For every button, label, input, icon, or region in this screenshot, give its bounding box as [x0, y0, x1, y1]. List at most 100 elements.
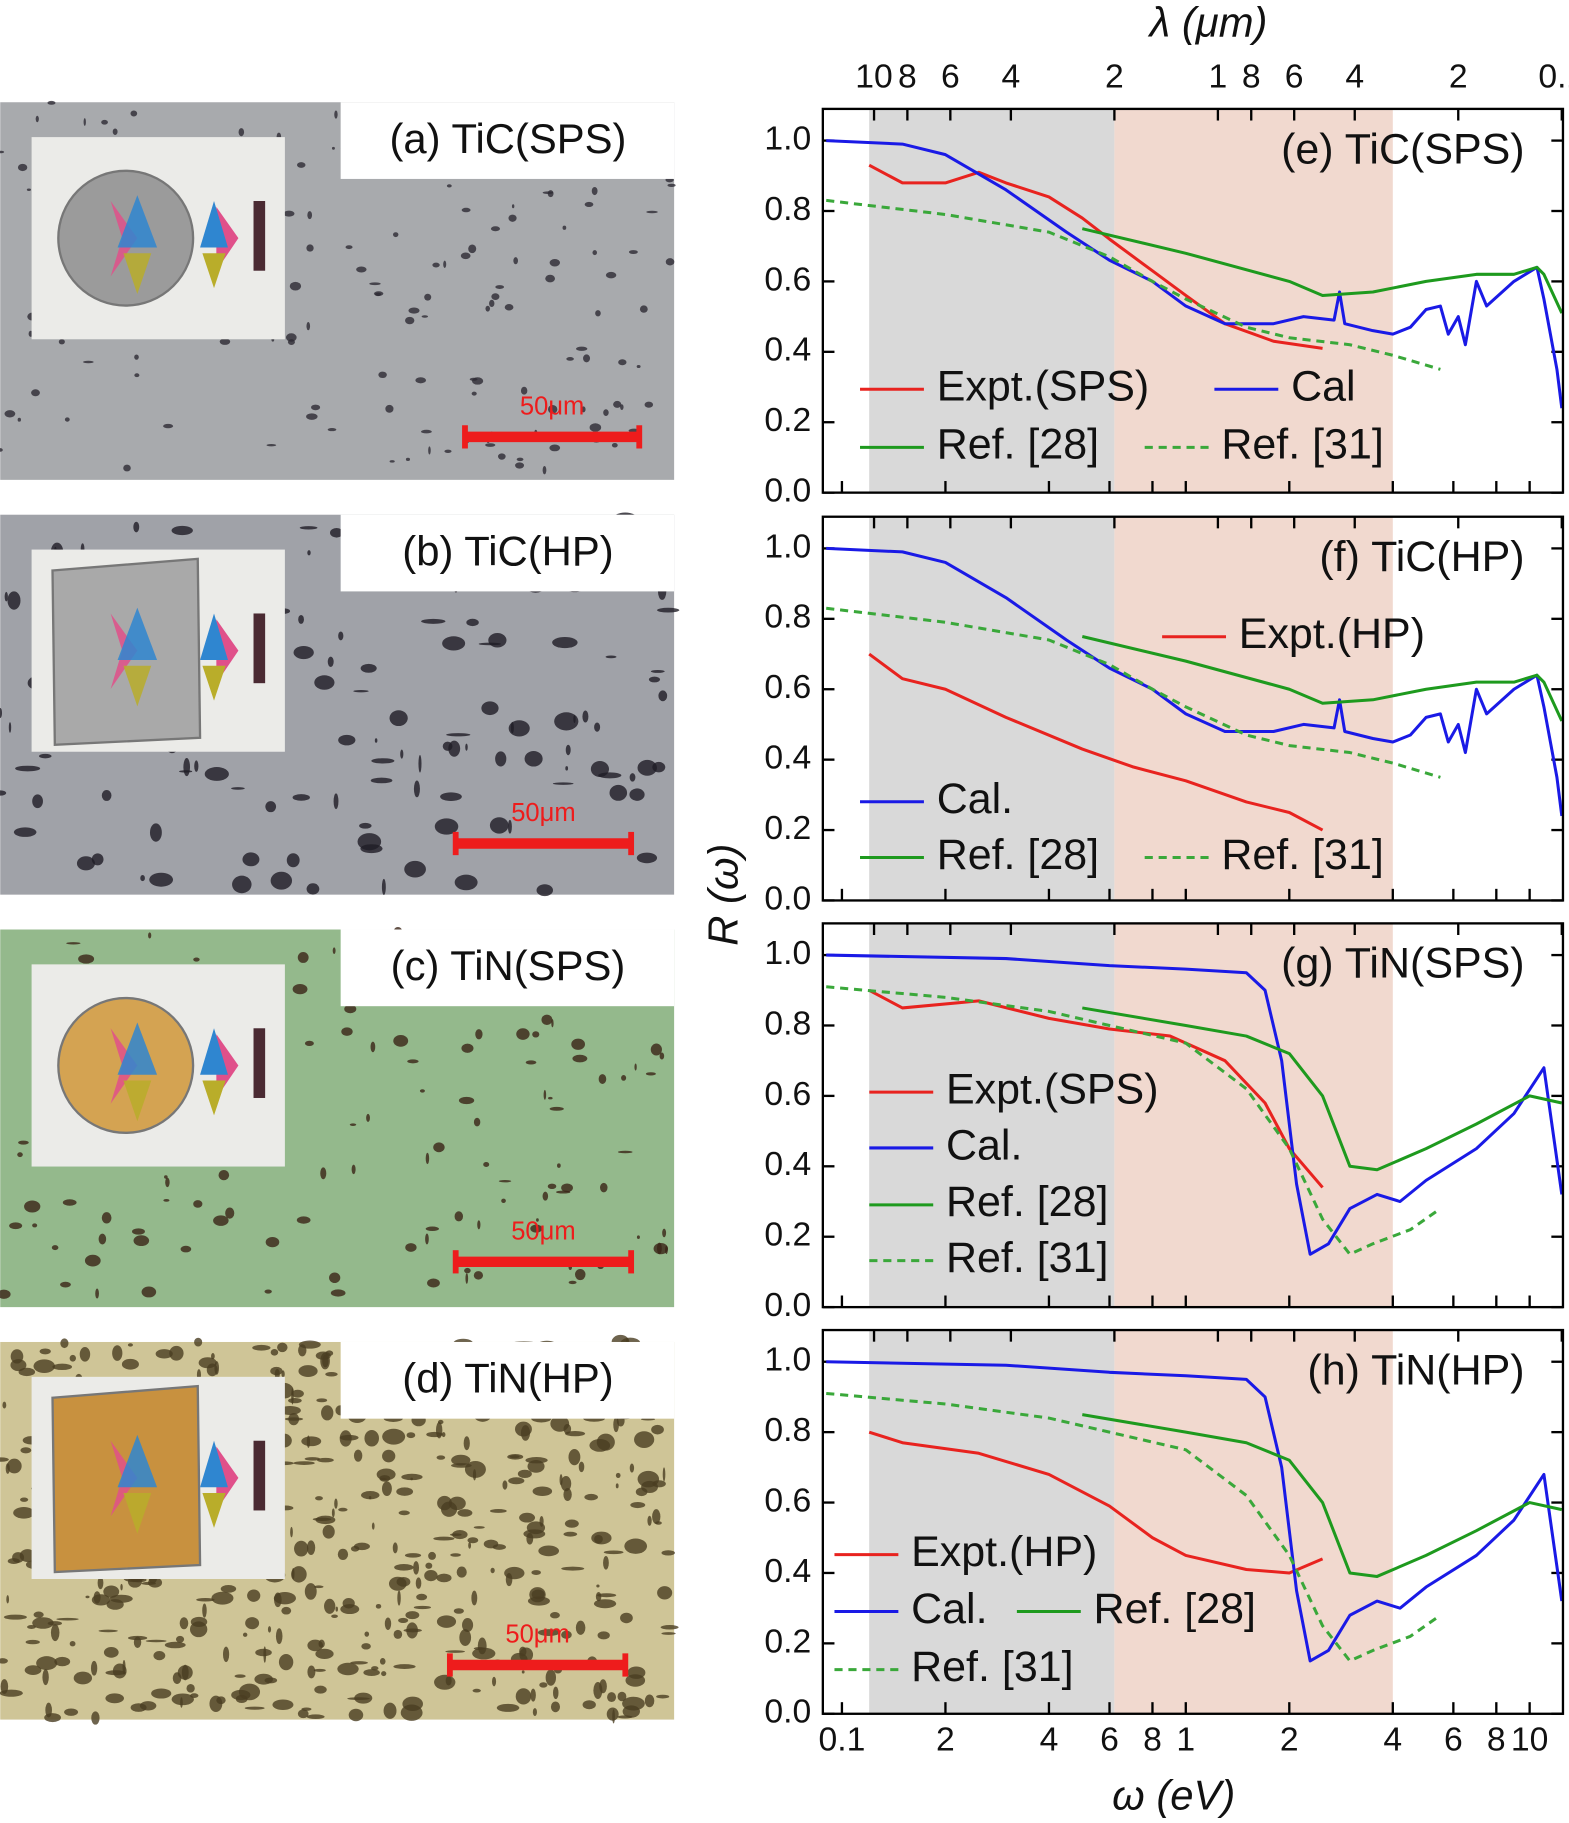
grain: [140, 875, 145, 882]
grain: [490, 226, 500, 232]
grain: [471, 1590, 478, 1606]
grain: [516, 1028, 530, 1040]
x2-tick-label: 1: [1209, 59, 1228, 96]
grain: [350, 1661, 368, 1665]
grain: [389, 710, 408, 727]
grain: [491, 293, 500, 301]
grain: [33, 1359, 55, 1374]
grain: [296, 162, 306, 168]
grain: [234, 1674, 246, 1678]
grain: [320, 1352, 330, 1370]
grain: [225, 1207, 235, 1219]
grain: [461, 1043, 474, 1053]
grain: [209, 1695, 223, 1713]
grain: [548, 1096, 553, 1100]
shaded-region: [869, 923, 1115, 1308]
grain: [561, 1183, 573, 1193]
legend-label: Ref. [31]: [946, 1234, 1108, 1282]
grain: [292, 794, 310, 801]
grain: [434, 1674, 456, 1690]
grain: [421, 618, 446, 624]
grain: [492, 1544, 506, 1550]
grain: [581, 406, 586, 413]
grain: [413, 780, 420, 798]
chart-title: (g) TiN(SPS): [1281, 940, 1525, 988]
grain: [471, 391, 477, 396]
grain: [418, 754, 422, 773]
grain: [0, 1689, 23, 1697]
grain: [306, 1435, 311, 1448]
grain: [489, 299, 495, 308]
grain: [349, 1123, 357, 1127]
legend-label: Cal.: [937, 775, 1013, 823]
grain: [536, 1218, 539, 1222]
grain: [194, 1337, 203, 1347]
grain: [307, 550, 311, 556]
grain: [462, 1618, 474, 1632]
grain: [615, 1472, 621, 1479]
grain: [238, 1683, 261, 1701]
micrograph: (d) TiN(HP) 50μm: [0, 1334, 679, 1725]
grain: [297, 952, 309, 963]
grain: [650, 1043, 662, 1056]
chart-panel: 0.00.20.40.60.81.00.1 2 4 6 8 1 2 4 6 8 10Expt.(HP…: [764, 1328, 1565, 1759]
grain: [12, 1552, 25, 1563]
grain: [465, 1273, 469, 1284]
logo-blue: [117, 607, 158, 660]
grain: [266, 443, 277, 447]
grain: [636, 852, 658, 864]
micrograph-label: (b) TiC(HP): [402, 527, 613, 574]
y-tick-label: 0.0: [764, 1694, 811, 1731]
grain: [532, 1708, 537, 1716]
grain: [97, 1576, 104, 1590]
grain: [466, 618, 479, 627]
grain: [79, 1346, 91, 1362]
grain: [596, 1584, 600, 1588]
legend-label: Ref. [28]: [946, 1178, 1108, 1226]
grain: [6, 1595, 10, 1604]
grain: [404, 1553, 422, 1558]
grain: [485, 305, 491, 312]
chart-title: (f) TiC(HP): [1319, 533, 1524, 581]
grain: [298, 614, 304, 624]
grain: [381, 1671, 387, 1677]
grain: [84, 1254, 101, 1267]
grain: [425, 1152, 430, 1165]
grain: [662, 1228, 667, 1238]
grain: [485, 443, 496, 447]
x2-tick-label: 6: [1285, 59, 1304, 96]
grain: [450, 1553, 461, 1557]
x-tick-label: 4: [1040, 1722, 1059, 1759]
grain: [507, 819, 512, 834]
grain: [332, 947, 336, 954]
micrograph: (b) TiC(HP) 50μm: [0, 512, 680, 897]
grain: [382, 1449, 396, 1463]
grain: [4, 410, 16, 418]
logo-blue: [117, 1022, 158, 1075]
logo-yellow: [123, 1493, 152, 1534]
grain: [421, 315, 429, 318]
grain: [564, 1519, 579, 1528]
grain: [618, 359, 627, 366]
grain: [557, 1163, 561, 1168]
grain: [8, 722, 12, 733]
logo-blue: [200, 201, 228, 248]
chart-panel: 0.0 0.2 0.4 0.6 0.8 1.0 Expt.(SPS) Cal. Ref. [28…: [764, 922, 1565, 1324]
grain: [561, 1630, 572, 1639]
grain: [549, 444, 561, 452]
x-tick-label: 4: [1383, 1722, 1402, 1759]
y-tick-label: 1.0: [764, 935, 811, 972]
grain: [401, 1473, 423, 1481]
grain: [60, 1281, 71, 1288]
grain: [594, 722, 601, 732]
scale-bar-label: 50μm: [520, 393, 584, 421]
series-line: [826, 953, 1563, 1256]
grain: [316, 1398, 328, 1403]
legend-label: Expt.(SPS): [937, 363, 1150, 411]
grain: [583, 354, 591, 363]
grain: [127, 1343, 133, 1347]
grain: [550, 1415, 570, 1432]
grain: [384, 1617, 392, 1630]
grain: [530, 1224, 543, 1233]
grain: [213, 1215, 229, 1226]
